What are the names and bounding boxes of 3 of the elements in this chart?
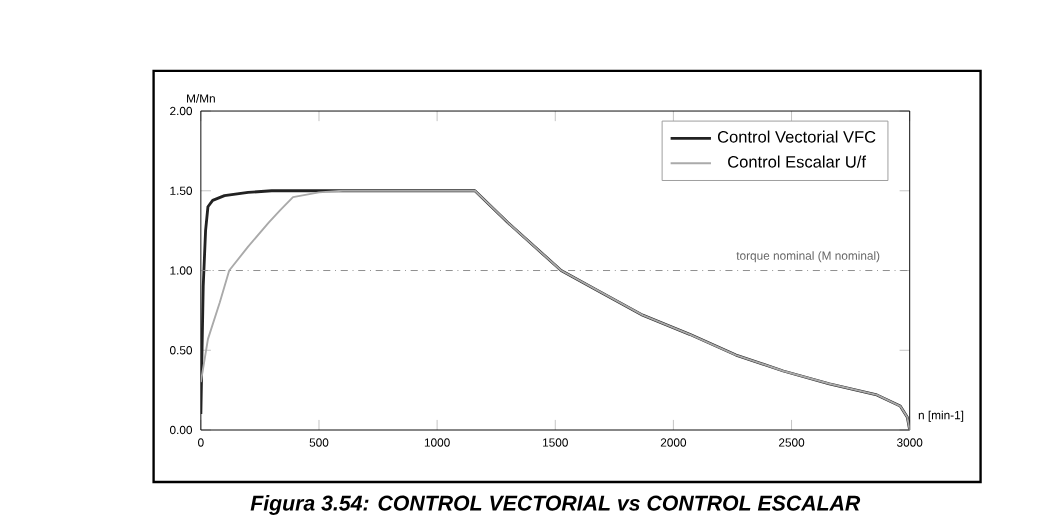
legend-label: Control Escalar U/f	[728, 155, 867, 169]
legend-label: Control Vectorial VFC	[717, 130, 876, 144]
text: Figura 3.54: CONTROL VECTORIAL vs CONTROL ESCALAR	[250, 495, 861, 516]
